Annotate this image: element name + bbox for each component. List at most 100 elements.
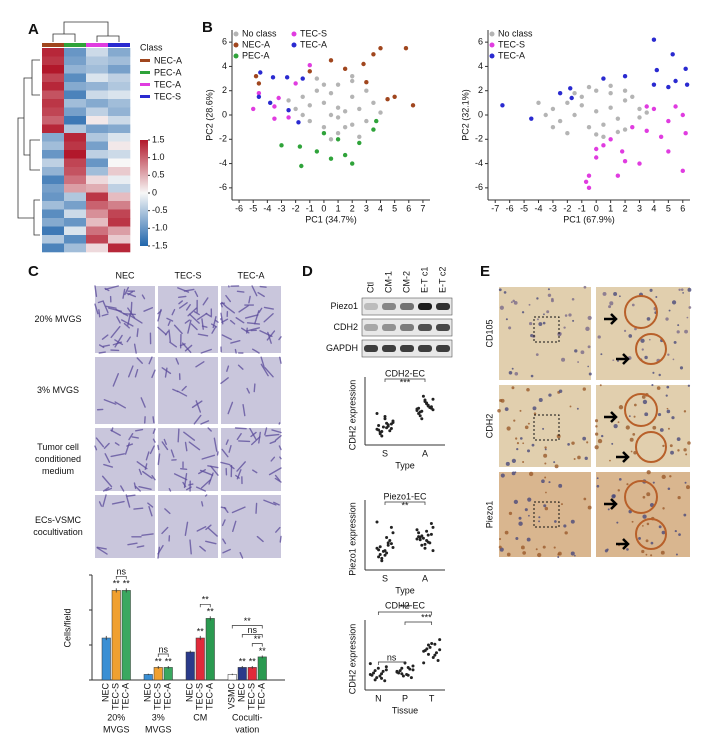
dot bbox=[389, 525, 393, 529]
cell bbox=[104, 453, 111, 463]
heat-cell bbox=[108, 48, 131, 57]
nucleus bbox=[682, 292, 684, 294]
cell bbox=[227, 307, 235, 314]
nucleus bbox=[683, 513, 687, 517]
cell bbox=[94, 445, 98, 451]
heat-cell bbox=[64, 116, 87, 125]
nucleus bbox=[657, 412, 662, 417]
significance: ** bbox=[113, 579, 121, 589]
panel-label: D bbox=[302, 263, 313, 280]
bar bbox=[153, 667, 163, 681]
bracket-label: ** bbox=[401, 500, 409, 510]
nucleus bbox=[599, 384, 602, 387]
point bbox=[321, 124, 327, 130]
legend-marker bbox=[233, 42, 239, 48]
cell bbox=[112, 373, 119, 387]
nucleus bbox=[618, 405, 624, 410]
cell bbox=[201, 318, 204, 330]
cell bbox=[125, 494, 131, 508]
nucleus bbox=[651, 384, 654, 387]
dot bbox=[405, 673, 409, 676]
heat-cell bbox=[42, 243, 65, 253]
nucleus bbox=[661, 474, 666, 480]
nucleus bbox=[564, 531, 568, 535]
nucleus bbox=[686, 316, 689, 319]
cell bbox=[279, 356, 282, 364]
cell bbox=[184, 521, 189, 536]
dot bbox=[429, 522, 433, 525]
point bbox=[328, 156, 334, 161]
category-label: TEC-S bbox=[247, 683, 257, 710]
cell bbox=[244, 314, 259, 319]
heat-cell bbox=[108, 116, 131, 125]
nucleus bbox=[572, 319, 575, 322]
cell bbox=[147, 502, 154, 508]
cell bbox=[187, 307, 198, 317]
point bbox=[378, 110, 383, 115]
nucleus bbox=[499, 399, 503, 403]
nucleus bbox=[513, 499, 519, 505]
cell bbox=[152, 416, 155, 424]
bracket bbox=[157, 653, 169, 657]
point bbox=[350, 73, 355, 79]
nucleus bbox=[532, 406, 537, 411]
significance: ** bbox=[207, 607, 215, 617]
dot bbox=[415, 528, 419, 532]
point bbox=[557, 118, 563, 124]
point bbox=[529, 116, 534, 121]
bracket-label: ** bbox=[202, 595, 210, 605]
nucleus bbox=[630, 450, 633, 453]
cell bbox=[222, 548, 231, 554]
nucleus bbox=[529, 321, 533, 326]
colorbar-label: 1.5 bbox=[152, 134, 165, 144]
point bbox=[258, 70, 263, 75]
cell bbox=[189, 539, 192, 555]
dot bbox=[384, 668, 388, 672]
heat-cell bbox=[86, 209, 109, 219]
cell bbox=[207, 527, 218, 537]
significance: ** bbox=[155, 656, 163, 666]
dot bbox=[426, 540, 430, 544]
dot bbox=[383, 417, 387, 421]
category-label: VSMC bbox=[227, 683, 237, 710]
nucleus bbox=[513, 300, 518, 305]
dot bbox=[420, 534, 424, 538]
cell bbox=[223, 506, 229, 514]
point bbox=[601, 76, 606, 81]
nucleus bbox=[524, 508, 528, 512]
dot bbox=[429, 405, 433, 409]
point bbox=[608, 105, 613, 110]
row-dendrogram bbox=[17, 59, 40, 236]
point bbox=[251, 106, 256, 112]
cell bbox=[136, 461, 148, 470]
nucleus bbox=[644, 412, 649, 417]
point bbox=[622, 98, 628, 103]
blot-row-label: Piezo1 bbox=[330, 301, 358, 311]
point bbox=[622, 73, 628, 79]
dot bbox=[386, 543, 390, 547]
point bbox=[270, 75, 276, 80]
cell bbox=[166, 317, 174, 322]
micrograph bbox=[158, 495, 218, 558]
point bbox=[314, 88, 320, 93]
dot bbox=[401, 674, 405, 678]
cell bbox=[108, 307, 123, 312]
nucleus bbox=[518, 521, 523, 526]
bar bbox=[195, 637, 205, 681]
point bbox=[630, 94, 635, 99]
cell bbox=[269, 440, 277, 445]
cell bbox=[94, 285, 98, 298]
nucleus bbox=[560, 503, 563, 506]
nucleus bbox=[541, 479, 545, 484]
nucleus bbox=[515, 536, 519, 540]
nucleus bbox=[564, 314, 568, 317]
heat-cell bbox=[86, 124, 109, 134]
band bbox=[400, 324, 414, 331]
nucleus bbox=[646, 492, 651, 497]
point bbox=[644, 104, 649, 109]
nucleus bbox=[665, 317, 669, 321]
legend-title: Class bbox=[140, 42, 163, 52]
x-tick-label: N bbox=[375, 693, 382, 703]
dot bbox=[418, 410, 422, 414]
